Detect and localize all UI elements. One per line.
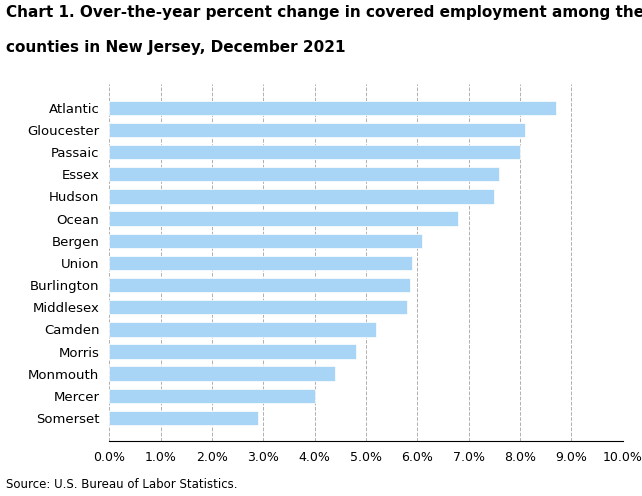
Bar (109, 145, 520, 159)
Bar (109, 411, 258, 425)
Text: Chart 1. Over-the-year percent change in covered employment among the largest: Chart 1. Over-the-year percent change in… (6, 5, 642, 20)
Bar (109, 123, 525, 137)
Bar (109, 167, 499, 182)
Bar (109, 322, 376, 337)
Text: Source: U.S. Bureau of Labor Statistics.: Source: U.S. Bureau of Labor Statistics. (6, 478, 238, 491)
Bar (109, 234, 422, 248)
Bar (109, 300, 407, 314)
Bar (109, 189, 494, 203)
Text: counties in New Jersey, December 2021: counties in New Jersey, December 2021 (6, 40, 346, 55)
Bar (109, 344, 356, 359)
Bar (109, 255, 412, 270)
Bar (109, 101, 556, 115)
Bar (109, 211, 458, 226)
Bar (109, 389, 315, 403)
Bar (109, 278, 410, 292)
Bar (109, 367, 335, 381)
